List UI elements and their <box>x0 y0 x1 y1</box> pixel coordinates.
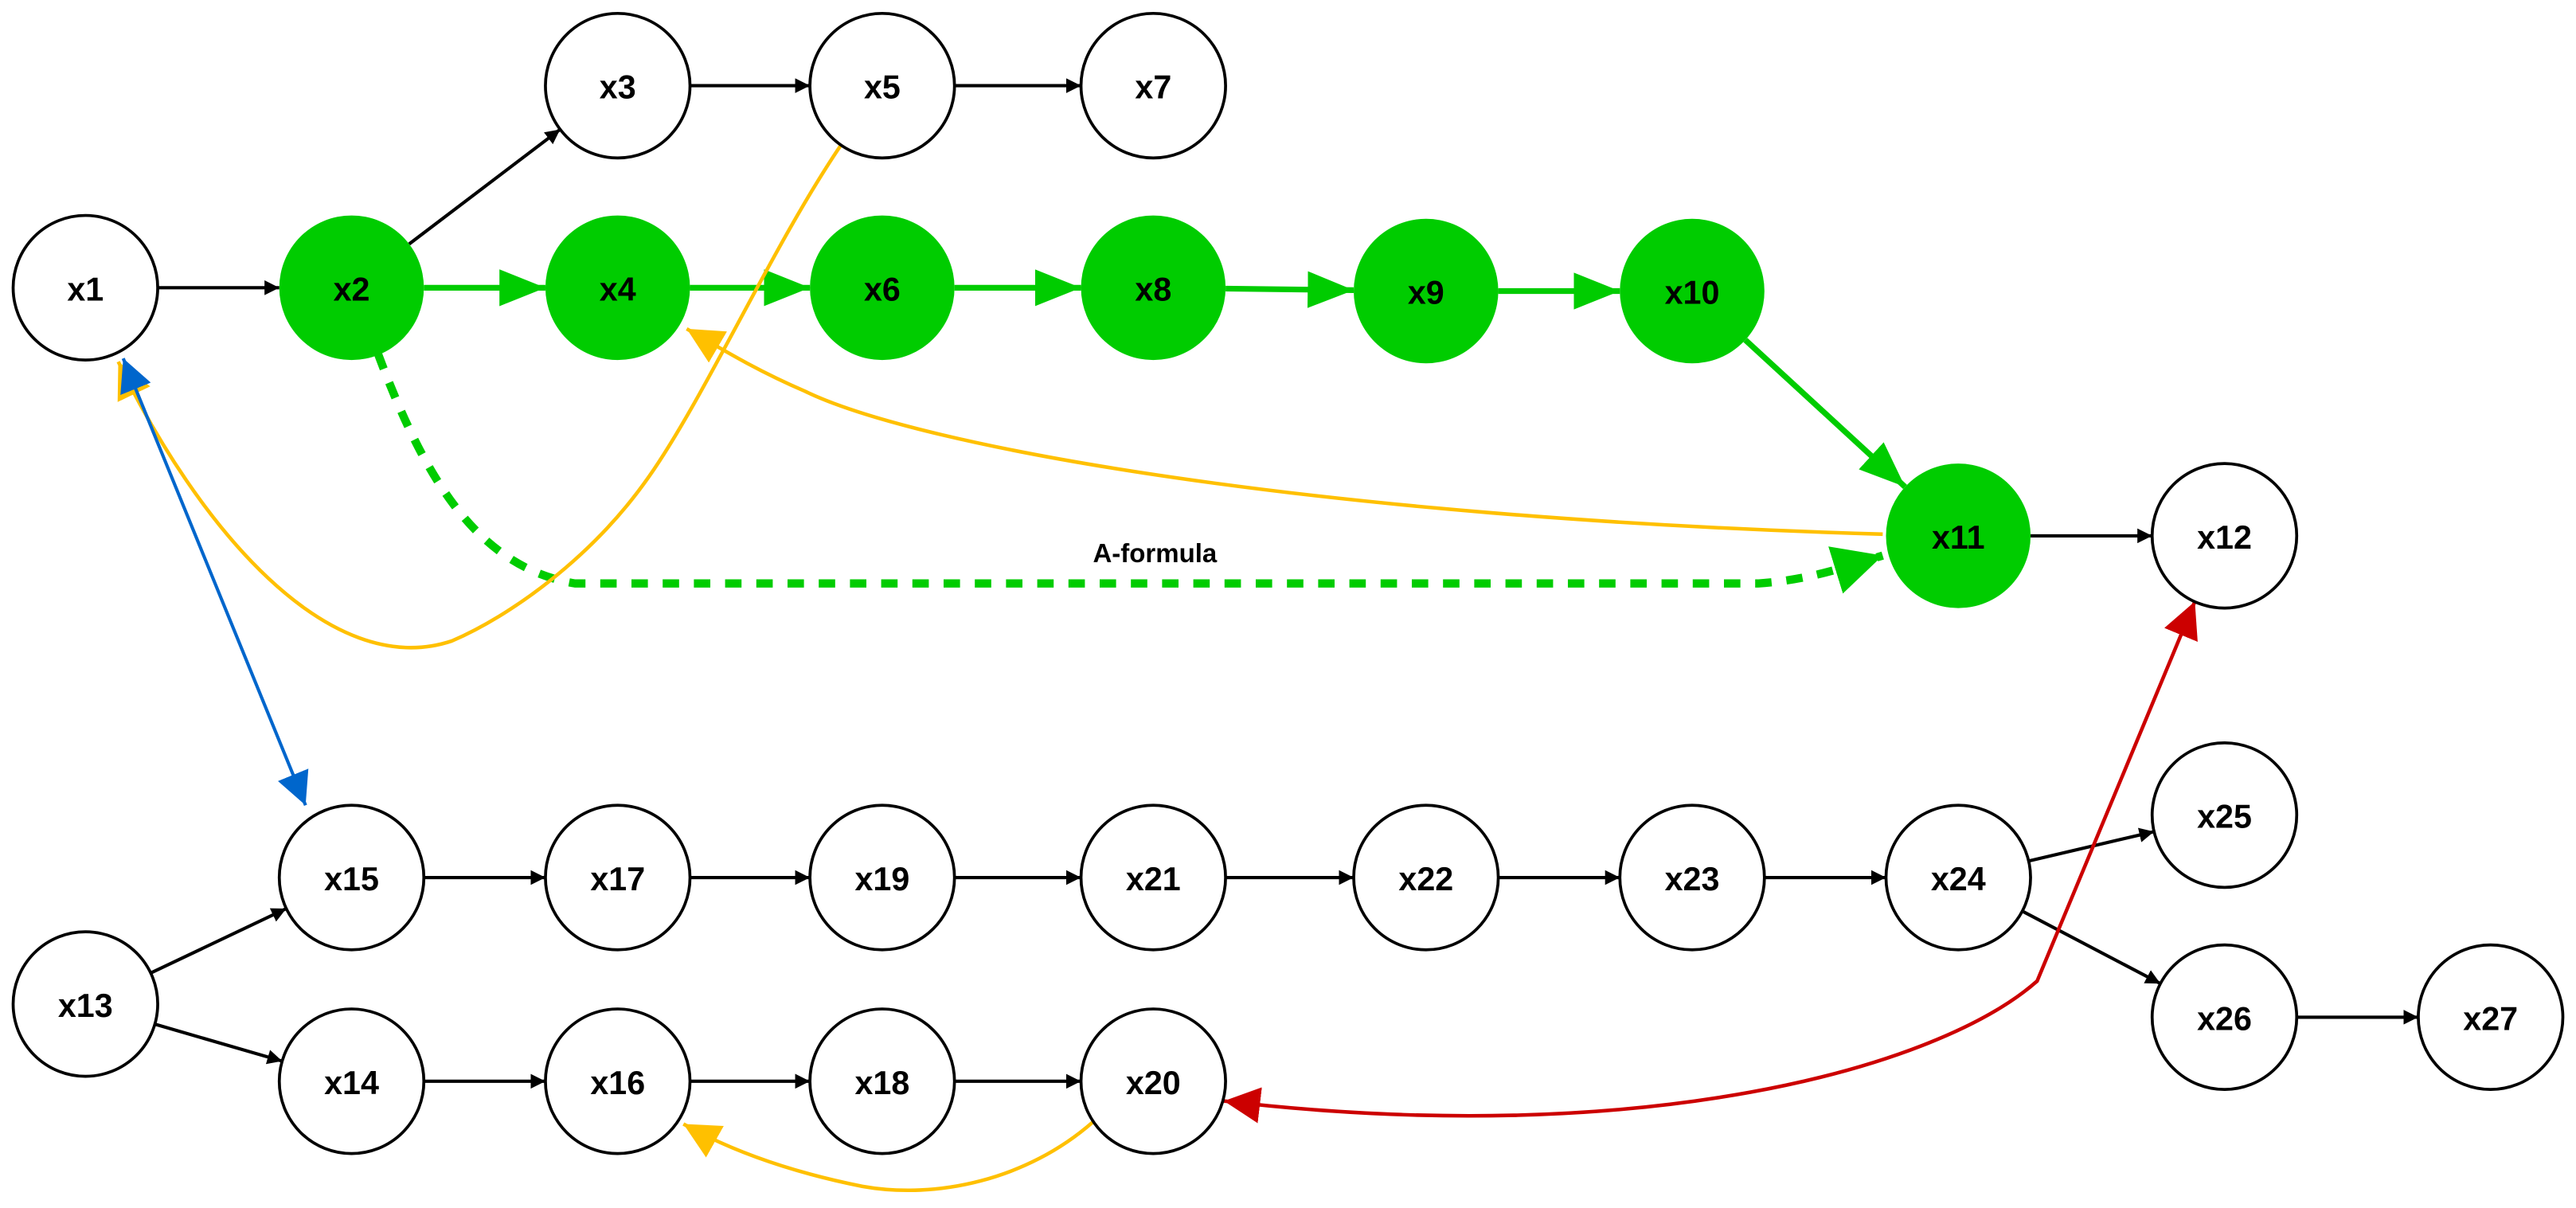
node-x21[interactable]: x21 <box>1079 803 1227 952</box>
node-circle <box>544 803 692 952</box>
node-circle <box>11 930 159 1078</box>
node-label: x5 <box>864 69 901 106</box>
edge-x10-x11 <box>1743 338 1907 490</box>
node-label: x25 <box>2197 799 2252 835</box>
edges-layer <box>150 78 2418 1089</box>
node-label: x4 <box>600 271 636 307</box>
edge-label: A-formula <box>1093 538 1217 568</box>
node-circle <box>808 1007 956 1155</box>
node-x26[interactable]: x26 <box>2150 943 2299 1092</box>
node-x2[interactable]: x2 <box>279 215 424 361</box>
node-label: x21 <box>1126 861 1181 897</box>
node-label: x20 <box>1126 1065 1181 1101</box>
node-circle <box>1886 463 2031 608</box>
node-x23[interactable]: x23 <box>1618 803 1766 952</box>
node-label: x24 <box>1931 861 1986 897</box>
node-circle <box>1081 215 1226 361</box>
node-label: x17 <box>590 861 645 897</box>
node-x5[interactable]: x5 <box>808 11 956 160</box>
node-circle <box>545 215 690 361</box>
node-circle <box>2150 741 2299 889</box>
curved-edge-x1-x15 <box>120 358 309 807</box>
node-label: x1 <box>67 271 104 307</box>
node-label: x19 <box>854 861 909 897</box>
node-x9[interactable]: x9 <box>1354 218 1499 364</box>
node-x19[interactable]: x19 <box>808 803 956 952</box>
node-x8[interactable]: x8 <box>1081 215 1226 361</box>
node-circle <box>279 215 424 361</box>
node-circle <box>1079 11 1227 160</box>
node-x7[interactable]: x7 <box>1079 11 1227 160</box>
node-circle <box>544 11 692 160</box>
node-x6[interactable]: x6 <box>810 215 955 361</box>
node-label: x6 <box>864 271 901 307</box>
node-label: x23 <box>1665 861 1720 897</box>
node-x24[interactable]: x24 <box>1884 803 2032 952</box>
node-x18[interactable]: x18 <box>808 1007 956 1155</box>
node-x27[interactable]: x27 <box>2417 943 2565 1092</box>
node-label: x16 <box>590 1065 645 1101</box>
node-x15[interactable]: x15 <box>277 803 426 952</box>
node-circle <box>1354 218 1499 364</box>
node-circle <box>1618 803 1766 952</box>
node-label: x13 <box>58 987 113 1024</box>
node-circle <box>808 11 956 160</box>
node-x4[interactable]: x4 <box>545 215 690 361</box>
node-circle <box>1079 1007 1227 1155</box>
node-label: x26 <box>2197 1000 2252 1037</box>
node-circle <box>11 213 159 362</box>
node-circle <box>810 215 955 361</box>
edge-x13-x14 <box>154 1022 283 1065</box>
node-label: x11 <box>1932 519 1985 556</box>
node-x3[interactable]: x3 <box>544 11 692 160</box>
node-circle <box>2150 943 2299 1092</box>
node-x11[interactable]: x11 <box>1886 463 2031 608</box>
node-label: x12 <box>2197 519 2252 556</box>
nodes-layer: x1 x2 x3 x4 x5 x6 x7 x8 x9 x10 x11 x12 x13 x14 x15 x16 x… <box>11 11 2565 1155</box>
edge-x13-x15 <box>150 907 287 975</box>
node-x12[interactable]: x12 <box>2150 462 2299 610</box>
node-circle <box>808 803 956 952</box>
node-circle <box>1620 218 1765 364</box>
node-label: x27 <box>2463 1000 2518 1037</box>
node-circle <box>2150 462 2299 610</box>
node-x14[interactable]: x14 <box>277 1007 426 1155</box>
node-label: x2 <box>334 271 370 307</box>
node-circle <box>2417 943 2565 1092</box>
node-x16[interactable]: x16 <box>544 1007 692 1155</box>
node-label: x9 <box>1408 275 1444 311</box>
node-label: x7 <box>1135 69 1171 106</box>
curved-edge-x20-x16 <box>682 1120 1094 1192</box>
node-x25[interactable]: x25 <box>2150 741 2299 889</box>
node-label: x15 <box>324 861 379 897</box>
node-circle <box>277 803 426 952</box>
node-x20[interactable]: x20 <box>1079 1007 1227 1155</box>
node-x17[interactable]: x17 <box>544 803 692 952</box>
edge-x8-x9 <box>1225 271 1354 308</box>
node-label: x22 <box>1398 861 1453 897</box>
edge-x24-x26 <box>2021 909 2162 986</box>
node-label: x10 <box>1665 275 1720 311</box>
node-circle <box>544 1007 692 1155</box>
curved-edge-x11-x4 <box>686 326 1883 537</box>
node-x10[interactable]: x10 <box>1620 218 1765 364</box>
curved-edge-x5-x1 <box>116 143 843 650</box>
node-circle <box>1352 803 1500 952</box>
edge-x2-x3 <box>408 127 561 246</box>
node-circle <box>277 1007 426 1155</box>
curved-edge-x20-x12 <box>1223 600 2198 1124</box>
node-x1[interactable]: x1 <box>11 213 159 362</box>
node-label: x3 <box>600 69 636 106</box>
node-label: x18 <box>854 1065 909 1101</box>
curved-edges-layer: A-formula <box>116 143 2198 1192</box>
node-x13[interactable]: x13 <box>11 930 159 1078</box>
node-circle <box>1079 803 1227 952</box>
node-circle <box>1884 803 2032 952</box>
node-x22[interactable]: x22 <box>1352 803 1500 952</box>
curved-edge-x2-x11-formula <box>373 352 1884 594</box>
node-label: x14 <box>324 1065 379 1101</box>
node-label: x8 <box>1135 271 1171 307</box>
